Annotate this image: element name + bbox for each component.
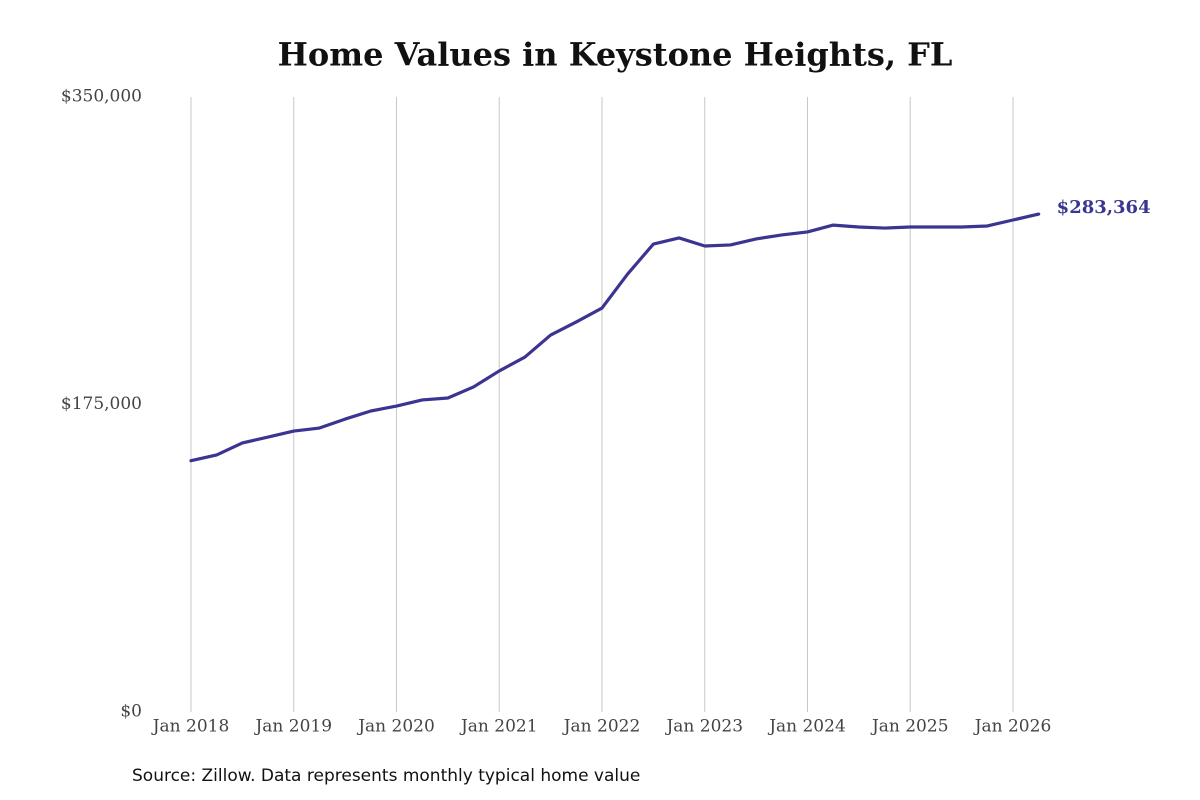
x-tick-label: Jan 2019 xyxy=(253,717,332,737)
y-tick-label: $0 xyxy=(120,702,142,722)
y-tick-label: $175,000 xyxy=(61,394,142,414)
x-tick-label: Jan 2026 xyxy=(973,717,1052,737)
x-tick-label: Jan 2018 xyxy=(151,717,230,737)
chart-title: Home Values in Keystone Heights, FL xyxy=(278,36,953,74)
source-note: Source: Zillow. Data represents monthly … xyxy=(132,766,640,786)
x-tick-label: Jan 2020 xyxy=(356,717,435,737)
x-tick-label: Jan 2023 xyxy=(664,717,743,737)
data-line xyxy=(189,212,1041,463)
y-tick-label: $350,000 xyxy=(61,87,142,107)
x-tick-label: Jan 2025 xyxy=(870,717,949,737)
x-tick-label: Jan 2024 xyxy=(767,717,846,737)
x-tick-label: Jan 2021 xyxy=(459,717,538,737)
x-tick-label: Jan 2022 xyxy=(562,717,641,737)
value-label: $283,364 xyxy=(1057,197,1151,218)
